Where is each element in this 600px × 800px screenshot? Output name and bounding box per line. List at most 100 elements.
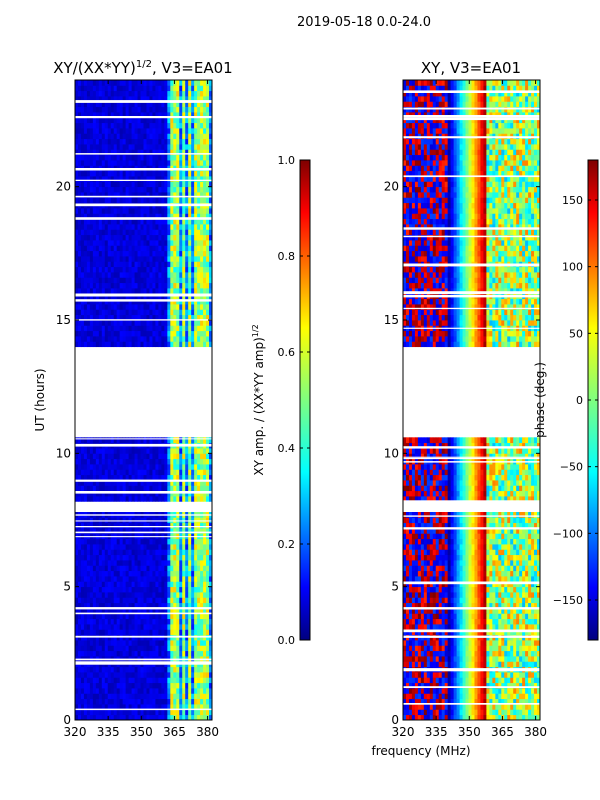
amp-heat-cell: [179, 458, 183, 465]
amp-heat-cell: [143, 688, 147, 694]
amp-heat-cell: [122, 613, 127, 620]
amp-heat-cell: [149, 576, 153, 582]
amp-heat-cell: [161, 240, 165, 246]
amp-heat-cell: [209, 330, 212, 337]
amp-heat-cell: [188, 474, 192, 481]
amp-heat-cell: [110, 288, 115, 294]
amp-heat-cell: [200, 138, 204, 145]
amp-heat-cell: [128, 448, 132, 454]
amp-heat-cell: [167, 85, 171, 92]
amp-heat-cell: [155, 474, 159, 481]
amp-heat-cell: [104, 154, 109, 161]
amp-heat-cell: [134, 176, 138, 182]
amp-heat-cell: [191, 602, 195, 609]
amp-heat-cell: [113, 320, 118, 326]
amp-heat-cell: [80, 597, 85, 604]
amp-heat-cell: [137, 149, 141, 156]
amp-heat-cell: [191, 282, 195, 289]
amp-heat-cell: [80, 128, 85, 134]
amp-heat-cell: [125, 176, 130, 182]
amp-heat-cell: [75, 666, 79, 673]
amp-heat-cell: [92, 272, 97, 278]
amp-heat-cell: [185, 576, 189, 582]
amp-heat-cell: [125, 330, 130, 337]
amp-heat-cell: [146, 437, 150, 444]
amp-heat-cell: [146, 80, 150, 86]
amp-heat-cell: [104, 682, 109, 689]
amp-heat-cell: [86, 437, 91, 444]
amp-heat-cell: [95, 240, 100, 246]
amp-heat-cell: [110, 149, 115, 156]
amp-heat-cell: [182, 90, 186, 97]
amp-heat-cell: [200, 597, 204, 604]
amp-heat-cell: [155, 192, 159, 198]
amp-heat-cell: [98, 693, 103, 700]
amp-heat-cell: [140, 576, 144, 582]
amp-heat-cell: [80, 170, 85, 177]
amp-heat-cell: [155, 240, 159, 246]
amp-heat-cell: [119, 613, 124, 620]
amp-heat-cell: [131, 517, 135, 524]
phase-heat-cell: [403, 709, 407, 716]
amp-heat-cell: [92, 192, 97, 198]
amp-heat-cell: [173, 677, 177, 684]
phase-heat-cell: [498, 714, 502, 720]
phase-heat-cell: [432, 693, 437, 700]
amp-heat-cell: [200, 197, 204, 204]
amp-heat-cell: [161, 522, 165, 529]
amp-heat-cell: [152, 597, 156, 604]
amp-heat-cell: [206, 640, 210, 646]
amp-heat-cell: [191, 576, 195, 582]
amp-heat-cell: [92, 138, 97, 145]
amp-heat-cell: [98, 213, 103, 220]
amp-heat-cell: [92, 309, 97, 316]
amp-heat-cell: [110, 240, 115, 246]
amp-heat-cell: [146, 576, 150, 582]
amp-heat-cell: [119, 672, 124, 678]
amp-heat-cell: [179, 266, 183, 273]
amp-heat-cell: [143, 314, 147, 321]
amp-heat-cell: [80, 538, 85, 545]
amp-heat-cell: [164, 229, 168, 236]
amp-heat-cell: [194, 208, 198, 214]
amp-heat-cell: [89, 496, 94, 502]
amp-heat-cell: [179, 592, 183, 598]
amp-heat-cell: [158, 629, 162, 636]
amp-heat-cell: [206, 256, 210, 262]
amp-heat-cell: [200, 554, 204, 561]
amp-heat-cell: [203, 640, 207, 646]
amp-heat-cell: [191, 213, 195, 220]
amp-heat-cell: [75, 693, 79, 700]
amp-heat-cell: [131, 144, 135, 150]
phase-heat-cell: [411, 714, 416, 720]
amp-heat-cell: [140, 101, 144, 108]
phase-heat-cell: [441, 714, 446, 720]
amp-heat-cell: [143, 517, 147, 524]
amp-heat-cell: [197, 592, 201, 598]
amp-heat-cell: [137, 613, 141, 620]
amp-heat-cell: [194, 149, 198, 156]
amp-heat-cell: [194, 640, 198, 646]
amp-heat-cell: [170, 144, 174, 150]
phase-heat-cell: [453, 688, 458, 694]
amp-heat-cell: [161, 650, 165, 657]
amp-heat-cell: [128, 234, 132, 241]
amp-heat-cell: [137, 496, 141, 502]
amp-heat-cell: [158, 602, 162, 609]
amp-heat-cell: [143, 186, 147, 193]
amp-heat-cell: [176, 192, 180, 198]
amp-heat-cell: [125, 112, 130, 118]
amp-heat-cell: [101, 474, 106, 481]
amp-heat-cell: [86, 218, 91, 225]
phase-heat-cell: [516, 704, 520, 710]
amp-heat-cell: [113, 154, 118, 161]
amp-heat-cell: [155, 480, 159, 486]
amp-heat-cell: [167, 101, 171, 108]
amp-heat-cell: [140, 586, 144, 593]
amp-heat-cell: [92, 618, 97, 625]
amp-heat-cell: [110, 186, 115, 193]
amp-heat-cell: [161, 122, 165, 129]
amp-heat-cell: [89, 186, 94, 193]
amp-heat-cell: [86, 250, 91, 257]
amp-heat-cell: [188, 218, 192, 225]
